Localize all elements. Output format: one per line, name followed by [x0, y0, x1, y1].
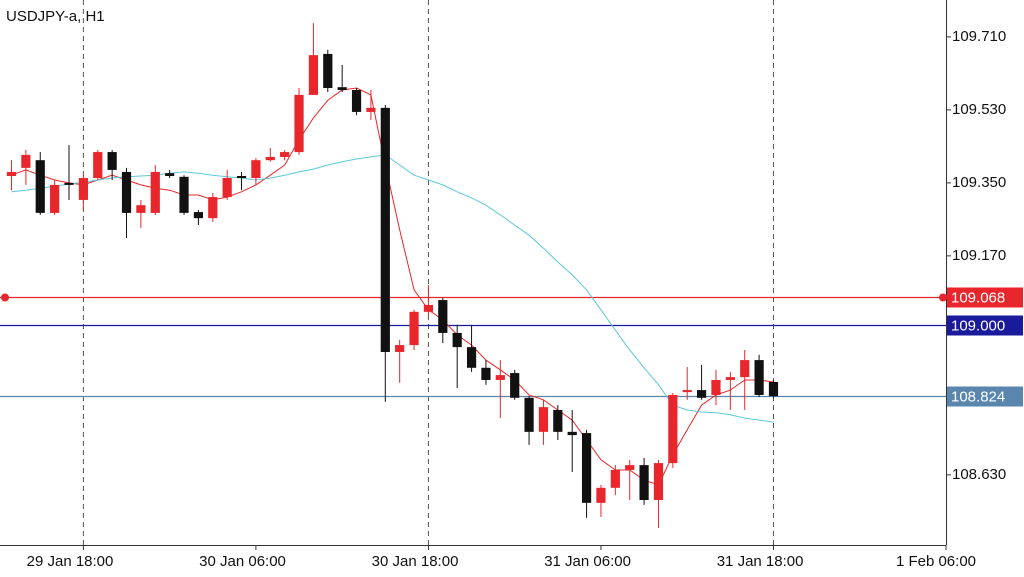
candle-body — [107, 152, 117, 170]
candle-body — [280, 152, 290, 157]
candle-body — [682, 390, 692, 393]
candle-body — [251, 160, 261, 179]
candle-body — [366, 107, 376, 112]
candle-body — [265, 156, 275, 161]
candle-body — [208, 197, 218, 219]
x-tick-label: 31 Jan 06:00 — [544, 553, 631, 570]
candle-body — [625, 465, 635, 470]
candle-body — [64, 182, 74, 185]
candle-body — [639, 465, 649, 500]
x-tick-label: 29 Jan 18:00 — [27, 553, 114, 570]
candle-body — [150, 171, 160, 213]
x-tick-label: 31 Jan 18:00 — [717, 553, 804, 570]
candle-body — [481, 367, 491, 380]
candle-body — [524, 397, 534, 432]
candle-body — [351, 90, 362, 112]
y-tick-label: 109.350 — [952, 174, 1006, 191]
price-label-box — [947, 386, 1023, 407]
candle-body — [754, 360, 764, 395]
candle-body — [553, 409, 563, 432]
chart-title: USDJPY-a, H1 — [6, 8, 105, 25]
candle-body — [495, 375, 505, 380]
line-handle — [939, 293, 947, 302]
y-tick-label: 109.710 — [952, 28, 1006, 45]
candle-body — [78, 178, 88, 200]
price-label: 109.000 — [951, 317, 1005, 334]
price-label: 109.068 — [951, 289, 1005, 306]
candle-body — [596, 487, 606, 503]
candle-body — [380, 107, 390, 352]
candle-body — [610, 469, 620, 488]
line-handle — [1, 293, 9, 302]
candle-body — [567, 431, 577, 436]
candle-body — [438, 300, 448, 333]
candle-body — [668, 394, 678, 464]
x-tick-label: 30 Jan 18:00 — [372, 553, 459, 570]
moving-average — [11, 154, 774, 423]
candle-body — [222, 178, 232, 198]
candle-body — [711, 379, 721, 395]
x-tick-label: 1 Feb 06:00 — [896, 553, 976, 570]
candle-body — [21, 154, 31, 168]
candle-body — [466, 347, 477, 368]
candle-body — [653, 463, 664, 500]
price-label-box — [947, 315, 1023, 336]
candle-body — [581, 433, 592, 503]
candle-body — [35, 160, 45, 213]
y-tick-label: 109.530 — [952, 101, 1006, 118]
candle-body — [93, 152, 103, 179]
candle-body — [337, 87, 347, 91]
candle-body — [409, 311, 419, 346]
candle-body — [136, 205, 146, 213]
candle-body — [740, 360, 750, 378]
candle-body — [538, 407, 549, 432]
candle-body — [323, 53, 333, 88]
price-label-box — [947, 287, 1023, 308]
candle-body — [510, 373, 520, 398]
y-tick-label: 109.170 — [952, 247, 1006, 264]
candle-body — [165, 173, 175, 176]
candle-body — [50, 184, 60, 213]
candle-body — [395, 345, 405, 352]
candle-body — [294, 94, 304, 153]
candle-body — [6, 171, 17, 176]
price-label: 108.824 — [951, 388, 1005, 405]
x-tick-label: 30 Jan 06:00 — [199, 553, 286, 570]
y-tick-label: 108.630 — [952, 466, 1006, 483]
candle-body — [236, 175, 247, 179]
candle-body — [725, 377, 735, 380]
candle-body — [308, 55, 319, 95]
candle-body — [768, 381, 779, 397]
candle-body — [452, 332, 462, 348]
candle-body — [193, 212, 204, 219]
candle-body — [696, 390, 707, 398]
candle-body — [179, 176, 189, 213]
candle-body — [423, 304, 434, 312]
candle-body — [121, 171, 132, 213]
